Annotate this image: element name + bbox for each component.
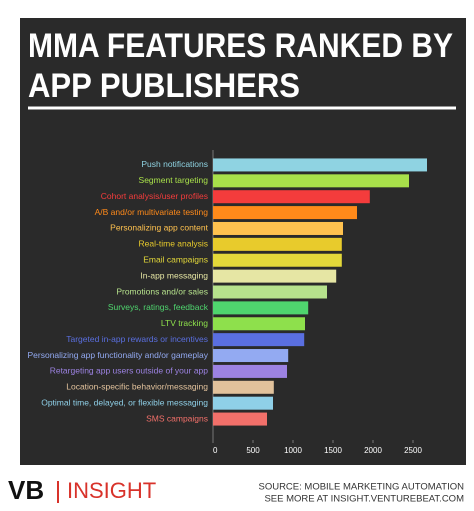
bar [213,285,327,299]
y-tick-label: Surveys, ratings, feedback [108,302,209,312]
bar [213,221,343,235]
x-tick-label: 0 [213,446,218,455]
y-tick-label: Personalizing app content [110,223,208,233]
bar [213,396,273,410]
y-tick-label: Optimal time, delayed, or flexible messa… [41,397,208,407]
x-tick-label: 2500 [404,446,422,455]
bar [213,412,267,426]
y-tick-label: Segment targeting [139,175,209,185]
x-tick-label: 1000 [284,446,302,455]
source: SOURCE: MOBILE MARKETING AUTOMATION [258,482,464,493]
bar [213,158,427,172]
y-tick-label: A/B and/or multivariate testing [95,207,209,217]
y-tick-label: In-app messaging [140,270,208,280]
bar [213,174,409,188]
bar [213,269,337,283]
x-tick-label: 500 [246,446,260,455]
y-tick-label: LTV tracking [161,318,208,328]
bar [213,333,305,347]
x-tick-label: 1500 [324,446,342,455]
y-tick-label: SMS campaigns [146,413,208,423]
y-tick-label: Real-time analysis [139,239,208,249]
brand: INSIGHT [67,478,156,503]
y-tick-label: Retargeting app users outside of your ap… [50,366,209,376]
bar [213,253,342,267]
bar [213,364,287,378]
chart-title: APP PUBLISHERS [28,67,300,105]
y-tick-label: Personalizing app functionality and/or g… [27,350,208,360]
chart-title: MMA FEATURES RANKED BY [28,27,453,65]
source: SEE MORE AT INSIGHT.VENTUREBEAT.COM [264,494,464,505]
bar [213,237,342,251]
y-tick-label: Email campaigns [143,254,208,264]
y-tick-label: Location-specific behavior/messaging [66,382,208,392]
bar [213,190,370,204]
bar [213,206,357,220]
logo: VB [8,475,44,505]
bar [213,380,274,394]
y-tick-label: Promotions and/or sales [116,286,208,296]
bar [213,349,289,363]
bar [213,301,309,315]
bar [213,317,305,331]
x-tick-label: 2000 [364,446,382,455]
y-tick-label: Cohort analysis/user profiles [101,191,208,201]
y-tick-label: Push notifications [141,159,208,169]
y-tick-label: Targeted in-app rewards or incentives [66,334,208,344]
